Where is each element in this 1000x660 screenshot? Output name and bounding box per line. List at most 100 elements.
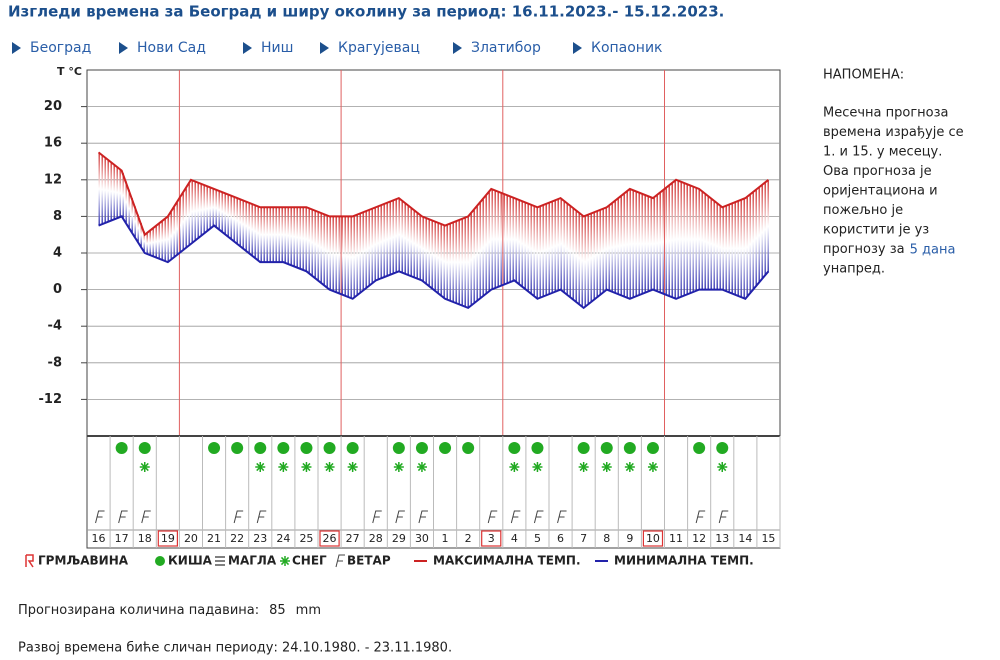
snow-stroke <box>625 462 634 472</box>
day-label: 20 <box>184 532 198 545</box>
temp-band-hatch <box>581 214 583 307</box>
snow-icon <box>578 462 589 472</box>
temp-band-hatch <box>98 152 100 226</box>
temp-band-hatch <box>161 221 163 260</box>
temp-band-hatch <box>569 205 571 297</box>
snow-stroke <box>325 462 334 472</box>
temp-band-hatch <box>413 209 415 278</box>
city-link[interactable]: Нови Сад <box>137 40 206 56</box>
day-label: 23 <box>253 532 267 545</box>
temp-band-hatch <box>281 207 283 263</box>
temp-band-hatch <box>221 191 223 232</box>
day-marker <box>481 530 502 547</box>
city-link[interactable]: Београд <box>30 40 91 56</box>
temp-band-hatch <box>290 207 292 266</box>
city-link[interactable]: Ниш <box>261 40 293 56</box>
snow-icon <box>278 462 289 472</box>
rain-icon <box>600 442 613 454</box>
temp-band-hatch <box>446 224 448 300</box>
snow-icon <box>393 462 404 472</box>
temp-band-hatch <box>473 209 475 304</box>
snow-stroke <box>394 462 403 472</box>
y-tick-label: 20 <box>44 99 62 114</box>
legend-label: ВЕТАР <box>347 554 391 568</box>
temp-band-hatch <box>392 200 394 274</box>
note-line: оријентациона и <box>823 184 938 199</box>
legend-label: МИНИМАЛНА ТЕМП. <box>614 554 754 568</box>
rain-icon <box>439 442 452 454</box>
temp-band-hatch <box>368 210 370 287</box>
temp-band-hatch <box>362 212 364 291</box>
temp-band-hatch <box>689 185 691 294</box>
temp-band-hatch <box>545 204 547 296</box>
temp-band-hatch <box>683 182 685 296</box>
temp-band-hatch <box>206 185 208 232</box>
temp-band-hatch <box>416 212 418 279</box>
temp-band-hatch <box>533 205 535 296</box>
rain-icon <box>138 442 151 454</box>
temp-band-hatch <box>152 228 154 257</box>
temp-band-hatch <box>506 195 508 284</box>
temp-band-hatch <box>713 200 715 290</box>
temp-band-hatch <box>725 205 727 291</box>
temp-band-hatch <box>755 190 757 287</box>
temp-band-hatch <box>284 207 286 263</box>
temp-band-hatch <box>563 200 565 292</box>
day-label: 22 <box>230 532 244 545</box>
temp-band-hatch <box>584 216 586 308</box>
temp-band-hatch <box>707 195 709 290</box>
wind-icon <box>418 510 428 524</box>
snow-stroke <box>140 462 149 472</box>
temp-band-hatch <box>560 198 562 290</box>
temp-band-hatch <box>149 230 151 255</box>
temp-band-hatch <box>302 207 304 270</box>
wind-icon <box>695 510 706 524</box>
temp-band-hatch <box>566 202 568 295</box>
temp-band-hatch <box>314 210 316 278</box>
wind-icon <box>233 510 244 524</box>
temp-band-hatch <box>146 233 148 254</box>
day-marker <box>642 530 664 547</box>
temp-band-hatch <box>443 224 445 298</box>
y-tick-label: 12 <box>44 172 62 187</box>
rain-icon <box>115 442 128 454</box>
temp-band-hatch <box>596 211 598 298</box>
temp-band-hatch <box>155 226 157 258</box>
temp-band-hatch <box>575 209 577 302</box>
day-label: 13 <box>715 532 729 545</box>
temp-band-hatch <box>170 212 172 261</box>
y-tick-label: -8 <box>48 355 62 370</box>
note-line: унапред. <box>823 262 885 277</box>
city-link[interactable]: Копаоник <box>591 40 663 56</box>
temp-band-hatch <box>551 201 553 294</box>
temp-band-hatch <box>287 207 289 264</box>
temp-band-hatch <box>401 200 403 273</box>
wind-icon <box>487 510 498 524</box>
precipitation: Прогнозирана количина падавина: 85 mm <box>18 603 321 618</box>
wind-icon <box>557 510 567 524</box>
temp-band-hatch <box>293 207 295 267</box>
wind-icon <box>533 510 544 524</box>
city-link[interactable]: Златибор <box>471 40 541 56</box>
temp-band-hatch <box>731 203 733 294</box>
temp-band-hatch <box>137 214 139 242</box>
temp-band-hatch <box>128 189 130 228</box>
temp-band-hatch <box>710 197 712 290</box>
temp-band-hatch <box>185 188 187 249</box>
city-link[interactable]: Крагујевац <box>338 40 420 56</box>
temp-band-hatch <box>659 192 661 293</box>
temp-band-hatch <box>113 164 115 220</box>
wind-icon <box>95 510 105 524</box>
temp-band-hatch <box>611 203 613 292</box>
legend-label: СНЕГ <box>292 554 327 568</box>
note-line: времена израђује се <box>823 125 964 140</box>
temp-band-hatch <box>269 207 271 263</box>
temp-band-hatch <box>497 191 499 288</box>
temp-band-hatch <box>197 182 199 239</box>
temp-band-hatch <box>764 182 766 276</box>
rain-icon <box>577 442 590 454</box>
temp-band-hatch <box>317 211 319 281</box>
temp-band-hatch <box>275 207 277 263</box>
link-arrow <box>119 42 128 54</box>
note-link[interactable]: 5 дана <box>910 242 956 257</box>
